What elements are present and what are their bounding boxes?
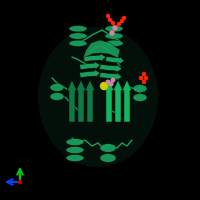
FancyArrow shape xyxy=(85,80,95,122)
Circle shape xyxy=(108,19,112,21)
Circle shape xyxy=(106,80,110,84)
FancyArrow shape xyxy=(67,80,77,122)
Circle shape xyxy=(18,180,22,184)
Ellipse shape xyxy=(66,155,84,161)
Ellipse shape xyxy=(100,154,116,162)
Circle shape xyxy=(110,31,114,35)
Circle shape xyxy=(112,21,114,24)
Ellipse shape xyxy=(69,33,87,39)
Circle shape xyxy=(106,15,110,18)
FancyArrow shape xyxy=(100,73,122,80)
Ellipse shape xyxy=(38,27,158,167)
FancyArrow shape xyxy=(106,57,124,64)
FancyArrow shape xyxy=(76,80,86,122)
Ellipse shape xyxy=(105,40,123,46)
Ellipse shape xyxy=(133,94,147,101)
Ellipse shape xyxy=(100,144,116,152)
FancyArrow shape xyxy=(104,80,114,122)
Circle shape xyxy=(101,82,108,90)
Ellipse shape xyxy=(105,33,123,39)
FancyArrow shape xyxy=(80,70,100,77)
Ellipse shape xyxy=(50,93,64,100)
FancyArrow shape xyxy=(113,80,123,122)
Polygon shape xyxy=(83,40,120,58)
FancyArrow shape xyxy=(80,62,100,69)
Circle shape xyxy=(144,76,148,79)
FancyArrow shape xyxy=(100,65,122,72)
Ellipse shape xyxy=(50,84,64,91)
Ellipse shape xyxy=(105,26,123,32)
Ellipse shape xyxy=(66,147,84,153)
Circle shape xyxy=(118,22,120,25)
Circle shape xyxy=(120,20,124,22)
Ellipse shape xyxy=(69,40,87,46)
Ellipse shape xyxy=(133,85,147,92)
Ellipse shape xyxy=(66,139,84,145)
Circle shape xyxy=(109,82,113,86)
FancyArrow shape xyxy=(84,54,106,61)
Circle shape xyxy=(113,26,117,30)
Circle shape xyxy=(111,78,115,82)
Circle shape xyxy=(142,80,146,84)
Circle shape xyxy=(142,72,146,75)
Circle shape xyxy=(122,17,126,20)
Ellipse shape xyxy=(69,26,87,32)
FancyArrow shape xyxy=(122,80,132,122)
Circle shape xyxy=(140,76,142,79)
